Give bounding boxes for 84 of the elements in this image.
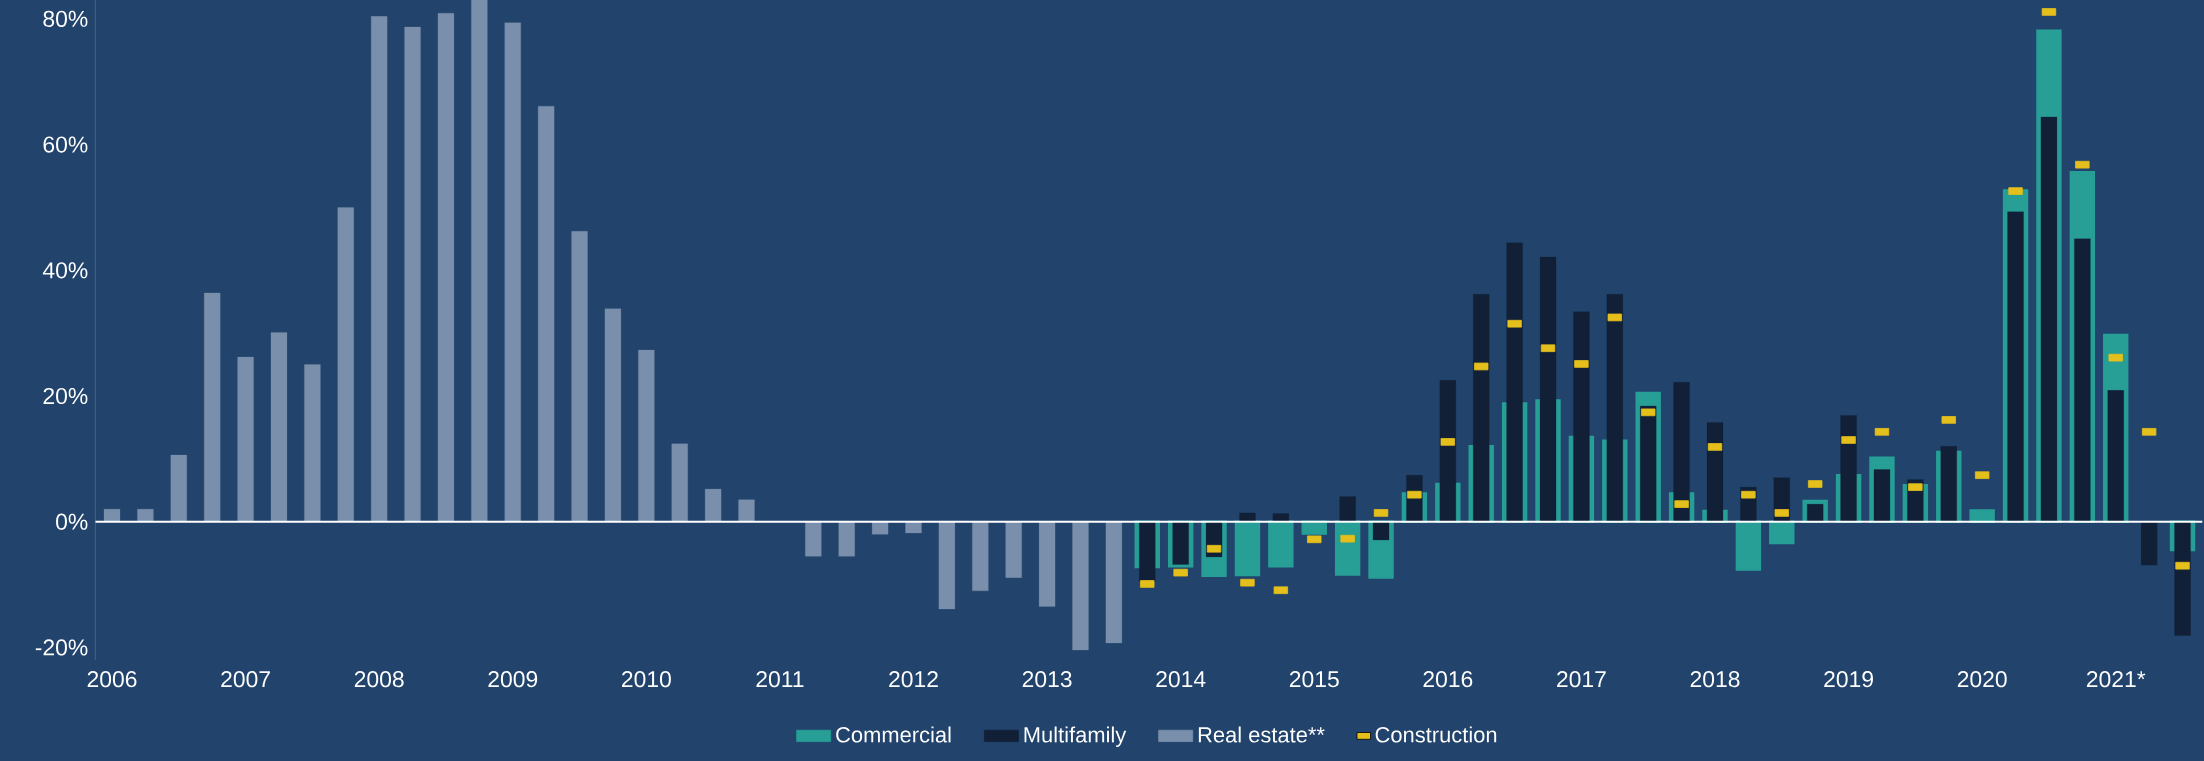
x-tick-label: 2015 (1289, 671, 1339, 688)
bar (137, 509, 154, 522)
bar (1072, 521, 1089, 651)
bar (2141, 521, 2158, 566)
bar (437, 13, 455, 522)
bar (738, 499, 755, 522)
bar (671, 443, 688, 522)
bar (1334, 520, 1361, 576)
bar (237, 356, 254, 522)
y-tick-label: -20% (35, 639, 88, 656)
bar (1439, 380, 1456, 522)
bar (1139, 521, 1156, 582)
x-tick-label: 2008 (354, 671, 404, 688)
x-tick-label: 2018 (1690, 671, 1740, 688)
bar (1673, 382, 1690, 522)
bar (270, 332, 288, 522)
y-tick-label: 40% (42, 262, 88, 279)
bar (1506, 242, 1523, 522)
legend-label: Commercial (836, 726, 951, 743)
bar (1873, 469, 1891, 522)
x-tick-label: 2012 (889, 671, 938, 688)
bar (805, 521, 822, 557)
bar (2107, 390, 2124, 522)
x-tick-label: 2017 (1557, 671, 1606, 688)
bar (1005, 521, 1022, 578)
bar (170, 454, 187, 522)
bar (1640, 405, 1657, 522)
bar (1339, 496, 1356, 522)
x-tick-label: 2007 (221, 671, 270, 688)
bar (2007, 211, 2024, 522)
bar (204, 292, 221, 522)
bar (905, 521, 922, 534)
bar (337, 207, 354, 522)
bar (1940, 446, 1957, 522)
bar (304, 364, 321, 522)
bar (1239, 512, 1256, 522)
bar (1706, 422, 1724, 522)
y-tick-label: 60% (43, 136, 88, 153)
bar (2040, 116, 2058, 522)
bar (871, 521, 889, 535)
bar (404, 26, 421, 522)
bar (705, 488, 722, 522)
bar (2074, 238, 2091, 522)
bar (1573, 311, 1590, 522)
legend-label: Multifamily (1024, 726, 1127, 747)
legend-label: Real estate** (1198, 726, 1325, 743)
bar (371, 16, 388, 522)
bar (103, 509, 121, 522)
y-tick-label: 80% (43, 10, 88, 27)
bar (471, 0, 488, 522)
bar (571, 231, 588, 522)
bar (1539, 256, 1557, 522)
bar (1234, 520, 1261, 577)
x-tick-label: 2019 (1824, 671, 1873, 688)
x-tick-label: 2020 (1957, 671, 2007, 688)
bar (1105, 521, 1122, 644)
x-tick-label: 2006 (87, 671, 137, 688)
bar (1372, 521, 1390, 541)
bar (1272, 513, 1289, 522)
bar (1038, 521, 1056, 607)
bar (938, 521, 956, 610)
bar (504, 22, 521, 522)
bar (604, 308, 622, 522)
bar (1840, 415, 1857, 522)
bar (972, 521, 989, 591)
legend-label: Construction (1375, 726, 1497, 743)
x-tick-label: 2009 (488, 671, 538, 688)
bar (538, 106, 555, 522)
y-tick-label: 20% (43, 387, 88, 405)
x-tick-label: 2016 (1423, 671, 1473, 688)
bar (2174, 521, 2191, 636)
bar (1969, 509, 1995, 523)
bar (1473, 294, 1490, 522)
bar (838, 521, 855, 557)
bar (1606, 294, 1623, 522)
bar (1735, 520, 1762, 571)
x-tick-label: 2010 (622, 671, 671, 688)
y-tick-label: 0% (56, 513, 88, 530)
x-tick-label: 2011 (756, 671, 804, 688)
bar (1268, 520, 1294, 568)
bar (638, 350, 655, 522)
x-tick-label: 2021* (2086, 671, 2146, 688)
x-tick-label: 2013 (1022, 671, 1072, 688)
x-tick-label: 2014 (1156, 671, 1206, 688)
